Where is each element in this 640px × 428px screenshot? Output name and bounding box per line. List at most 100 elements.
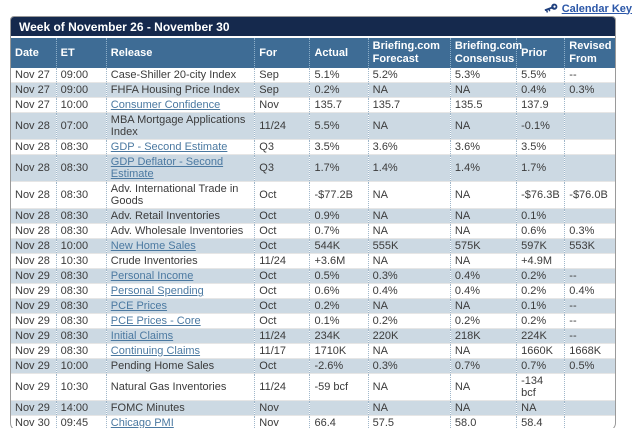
cell-date: Nov 27 [11, 82, 57, 98]
release-link[interactable]: Personal Spending [110, 285, 204, 297]
cell-revised [564, 373, 615, 401]
cell-et: 14:00 [55, 400, 107, 416]
economic-calendar: Week of November 26 - November 30 Date ET… [10, 16, 616, 428]
cell-consensus: NA [449, 373, 517, 401]
cell-prior: 0.6% [516, 223, 565, 239]
cell-prior: 0.1% [516, 208, 565, 224]
cell-revised: -- [564, 68, 615, 83]
cell-release: GDP - Second Estimate [105, 139, 255, 155]
table-row: Nov 29 08:30 Initial Claims 11/24 234K 220K 21… [11, 328, 615, 344]
cell-actual: 0.1% [309, 313, 369, 329]
cell-consensus: 218K [449, 328, 517, 344]
cell-for: Q3 [254, 154, 310, 182]
release-link[interactable]: Initial Claims [110, 330, 174, 342]
cell-prior: 0.7% [516, 358, 565, 374]
cell-actual: 0.9% [309, 208, 369, 224]
cell-et: 09:45 [55, 415, 107, 428]
cell-prior: NA [516, 400, 565, 416]
cell-prior: 0.2% [516, 313, 565, 329]
release-link[interactable]: Chicago PMI [110, 417, 174, 428]
col-header-forecast: Briefing.com Forecast [367, 38, 451, 68]
cell-date: Nov 30 [11, 415, 57, 428]
table-row: Nov 28 10:30 Crude Inventories 11/24 +3.6M NA… [11, 253, 615, 269]
table-row: Nov 28 08:30 GDP Deflator - Second Estimat… [11, 154, 615, 182]
cell-et: 08:30 [55, 139, 107, 155]
cell-date: Nov 29 [11, 328, 57, 344]
cell-consensus: NA [449, 400, 517, 416]
release-link[interactable]: GDP Deflator - Second Estimate [110, 156, 224, 180]
table-row: Nov 28 08:30 Adv. Wholesale Inventories Oct… [11, 223, 615, 239]
cell-release: Adv. Wholesale Inventories [105, 223, 255, 239]
cell-date: Nov 28 [11, 154, 57, 182]
cell-prior: +4.9M [516, 253, 565, 269]
table-row: Nov 29 08:30 Personal Spending Oct 0.6% 0.4% 0… [11, 283, 615, 299]
cell-actual: -59 bcf [309, 373, 369, 401]
cell-et: 10:00 [55, 238, 107, 254]
cell-revised: 1668K [564, 343, 615, 359]
cell-consensus: NA [449, 298, 517, 314]
cell-for: Oct [254, 298, 310, 314]
cell-actual: 5.5% [309, 112, 369, 140]
cell-release: Adv. International Trade in Goods [105, 181, 255, 209]
cell-date: Nov 29 [11, 400, 57, 416]
cell-actual: 0.5% [309, 268, 369, 284]
cell-for: Oct [254, 358, 310, 374]
cell-forecast: 0.3% [367, 358, 451, 374]
cell-revised: 0.5% [564, 358, 615, 374]
cell-forecast: NA [367, 343, 451, 359]
cell-consensus: NA [449, 82, 517, 98]
cell-release: PCE Prices - Core [105, 313, 255, 329]
cell-actual: 0.2% [309, 298, 369, 314]
cell-for: 11/24 [254, 328, 310, 344]
cell-actual: 1710K [309, 343, 369, 359]
release-link[interactable]: PCE Prices [110, 300, 168, 312]
cell-et: 10:00 [55, 358, 107, 374]
cell-date: Nov 29 [11, 343, 57, 359]
release-link[interactable]: GDP - Second Estimate [110, 141, 228, 153]
col-header-date: Date [11, 38, 57, 68]
table-row: Nov 29 08:30 Continuing Claims 11/17 1710K NA… [11, 343, 615, 359]
cell-actual [309, 400, 369, 416]
cell-date: Nov 29 [11, 313, 57, 329]
cell-forecast: 0.4% [367, 283, 451, 299]
calendar-key-link[interactable]: Calendar Key [544, 2, 632, 15]
col-header-revised: Revised From [564, 38, 615, 68]
cell-consensus: 58.0 [449, 415, 517, 428]
cell-forecast: NA [367, 82, 451, 98]
col-header-for: For [254, 38, 310, 68]
release-link[interactable]: Continuing Claims [110, 345, 201, 357]
cell-forecast: 0.3% [367, 268, 451, 284]
cell-prior: 137.9 [516, 97, 565, 113]
cell-prior: 58.4 [516, 415, 565, 428]
release-link[interactable]: PCE Prices - Core [110, 315, 201, 327]
cell-date: Nov 28 [11, 139, 57, 155]
cell-date: Nov 29 [11, 358, 57, 374]
table-row: Nov 29 08:30 PCE Prices Oct 0.2% NA NA 0.1% -- [11, 298, 615, 314]
release-link[interactable]: Personal Income [110, 270, 194, 282]
cell-for: Oct [254, 223, 310, 239]
cell-forecast: NA [367, 373, 451, 401]
cell-actual: -$77.2B [309, 181, 369, 209]
table-row: Nov 27 10:00 Consumer Confidence Nov 135.7 13… [11, 97, 615, 113]
cell-prior: 224K [516, 328, 565, 344]
cell-actual: 0.6% [309, 283, 369, 299]
cell-forecast: 135.7 [367, 97, 451, 113]
cell-consensus: 135.5 [449, 97, 517, 113]
table-row: Nov 27 09:00 Case-Shiller 20-city Index Sep… [11, 68, 615, 83]
cell-release: Pending Home Sales [105, 358, 255, 374]
release-link[interactable]: Consumer Confidence [110, 99, 221, 111]
cell-date: Nov 28 [11, 253, 57, 269]
cell-prior: 5.5% [516, 68, 565, 83]
cell-forecast: NA [367, 253, 451, 269]
cell-for: Oct [254, 238, 310, 254]
table-row: Nov 29 14:00 FOMC Minutes Nov NA NA NA [11, 400, 615, 416]
cell-et: 08:30 [55, 223, 107, 239]
table-row: Nov 29 10:30 Natural Gas Inventories 11/24-… [11, 373, 615, 401]
cell-release: Case-Shiller 20-city Index [105, 68, 255, 83]
release-link[interactable]: New Home Sales [110, 240, 196, 252]
cell-revised: 553K [564, 238, 615, 254]
cell-consensus: NA [449, 112, 517, 140]
table-row: Nov 28 08:30 GDP - Second Estimate Q3 3.5% 3.… [11, 139, 615, 155]
cell-actual: +3.6M [309, 253, 369, 269]
table-row: Nov 28 08:30 Adv. International Trade in G… [11, 181, 615, 209]
